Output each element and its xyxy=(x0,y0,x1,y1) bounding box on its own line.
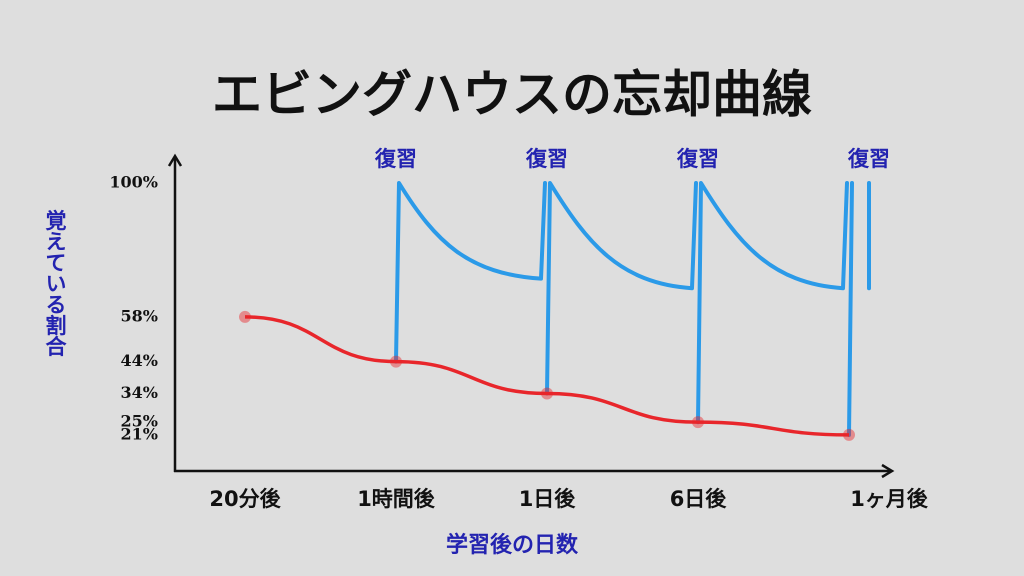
axes xyxy=(167,153,895,479)
review-label: 復習 xyxy=(847,147,890,171)
review-label: 復習 xyxy=(525,147,568,171)
y-tick-label: 21% xyxy=(121,424,158,443)
y-tick-label: 100% xyxy=(109,173,158,192)
y-tick-label: 25% xyxy=(121,412,158,431)
x-tick-label: 6日後 xyxy=(670,487,728,511)
x-axis-label: 学習後の日数 xyxy=(446,532,579,558)
review-curve xyxy=(394,181,871,437)
review-label: 復習 xyxy=(374,147,417,171)
review-label: 復習 xyxy=(676,147,719,171)
x-tick-label: 1時間後 xyxy=(357,487,436,511)
x-tick-label: 20分後 xyxy=(209,487,281,511)
y-axis-arrow xyxy=(167,153,183,167)
chart-title: エビングハウスの忘却曲線 xyxy=(212,66,812,124)
data-point xyxy=(390,355,402,368)
y-tick-label: 58% xyxy=(121,306,158,325)
line-series xyxy=(244,315,850,437)
y-tick-label: 34% xyxy=(121,383,158,402)
x-tick-label: 1日後 xyxy=(519,487,577,511)
x-tick-label: 1ヶ月後 xyxy=(850,487,929,511)
data-point xyxy=(843,428,855,441)
x-axis-arrow xyxy=(881,463,895,479)
data-point xyxy=(239,310,251,323)
data-point xyxy=(541,387,553,400)
y-axis-label: 覚えている割合 xyxy=(43,209,67,358)
y-tick-label: 44% xyxy=(121,351,158,370)
data-point xyxy=(692,416,704,429)
